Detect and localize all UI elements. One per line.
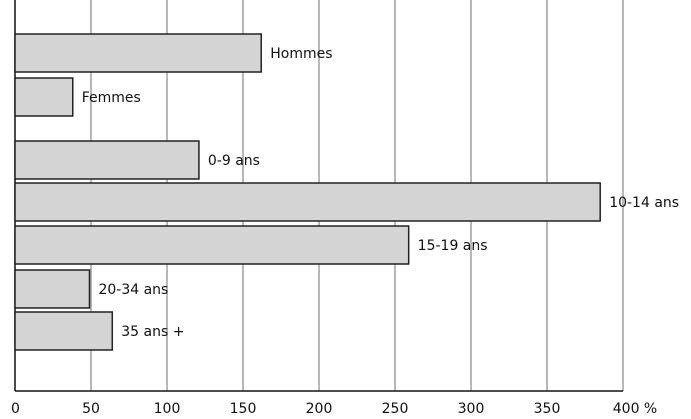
- x-tick-label: 0: [11, 401, 20, 417]
- x-tick-label: 300: [458, 401, 485, 417]
- bar: [14, 33, 262, 73]
- x-tick-label: 200: [306, 401, 333, 417]
- x-axis: 0 50 100 150 200 250 300 350 400 %: [11, 390, 657, 417]
- bar: [14, 311, 114, 351]
- bar: [14, 77, 74, 117]
- bar-labels: Hommes Femmes 0-9 ans 10-14 ans 15-19 ans 20-…: [82, 46, 679, 340]
- bar-label: 10-14 ans: [609, 195, 679, 211]
- bar-label: Hommes: [270, 46, 332, 62]
- x-tick-label: 50: [82, 401, 100, 417]
- bar: [14, 182, 601, 222]
- bar-label: 0-9 ans: [208, 153, 260, 169]
- bar: [14, 140, 200, 180]
- bar: [14, 225, 410, 265]
- x-tick-label: 350: [534, 401, 561, 417]
- x-tick-label: 100: [154, 401, 181, 417]
- x-tick-label: 250: [382, 401, 409, 417]
- x-tick-label: 150: [230, 401, 257, 417]
- bar-label: 20-34 ans: [98, 282, 168, 298]
- x-tick-label: 400 %: [613, 401, 657, 417]
- bar-label: 35 ans +: [121, 324, 184, 340]
- bar: [14, 269, 91, 309]
- bars: [14, 33, 601, 351]
- bar-label: 15-19 ans: [418, 238, 488, 254]
- bar-label: Femmes: [82, 90, 141, 106]
